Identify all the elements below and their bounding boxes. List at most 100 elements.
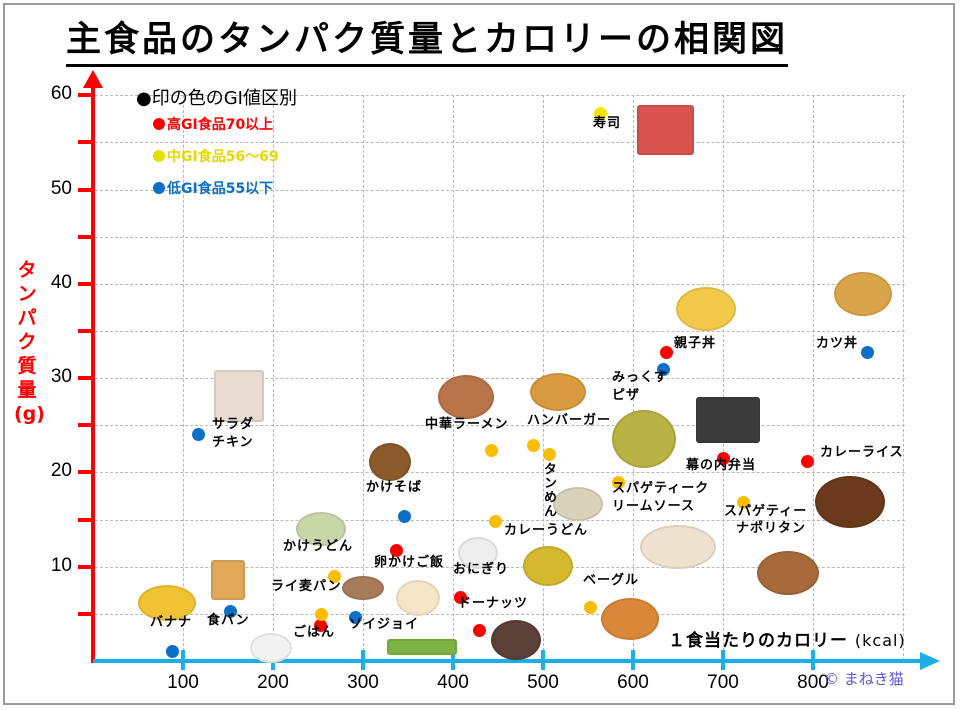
oyakodon-image xyxy=(676,287,736,331)
y-tick xyxy=(78,282,94,286)
x-tick xyxy=(631,650,635,670)
data-point-curry-udon xyxy=(489,515,502,528)
data-label: ベーグル xyxy=(583,573,640,588)
gridline-horizontal xyxy=(95,331,905,332)
data-point-rye-bread xyxy=(315,608,328,621)
data-label: 中華ラーメン xyxy=(425,417,509,432)
data-point-curry-rice xyxy=(801,455,814,468)
data-point-onigiri xyxy=(454,591,467,604)
x-tick-label: 700 xyxy=(707,672,739,693)
y-tick xyxy=(78,423,94,427)
data-label: 食パン xyxy=(207,613,250,628)
bagel-image xyxy=(601,598,659,640)
data-label: サラダ xyxy=(212,417,255,432)
soyjoy-image xyxy=(387,639,457,655)
data-label: 幕の内弁当 xyxy=(686,458,757,473)
y-tick xyxy=(78,140,94,144)
data-point-kake-soba xyxy=(398,510,411,523)
donuts-image xyxy=(491,620,541,660)
y-tick-label: 40 xyxy=(50,272,72,293)
gridline-horizontal xyxy=(95,95,905,96)
data-point-banana xyxy=(166,645,179,658)
y-tick-label: 60 xyxy=(50,83,72,104)
tanmen-image xyxy=(553,487,603,521)
data-point-sushi xyxy=(594,107,607,120)
data-point-oyakodon xyxy=(660,346,673,359)
gridline-vertical xyxy=(183,95,184,661)
legend-item-label: 中GI食品56～69 xyxy=(167,149,279,165)
gridline-vertical xyxy=(633,95,634,661)
x-tick xyxy=(181,650,185,670)
banana-image xyxy=(138,585,196,621)
data-label: 寿司 xyxy=(593,116,622,131)
data-label: タンめん xyxy=(541,462,556,518)
data-label: ナポリタン xyxy=(736,521,807,536)
x-tick-label: 100 xyxy=(167,672,199,693)
gridline-vertical xyxy=(723,95,724,661)
legend-item-label: 低GI食品55以下 xyxy=(167,181,274,197)
curry-udon-image xyxy=(523,546,573,586)
gridline-horizontal xyxy=(95,614,905,615)
data-point-hamburger xyxy=(527,439,540,452)
kake-udon-image xyxy=(296,512,346,546)
data-point-katsudon xyxy=(861,346,874,359)
data-point-mix-pizza xyxy=(657,363,670,376)
data-label: おにぎり xyxy=(453,562,510,577)
sushi-image xyxy=(637,105,694,155)
data-point-kake-udon xyxy=(328,570,341,583)
y-tick-label: 50 xyxy=(50,178,72,199)
data-label: バナナ xyxy=(150,615,193,630)
data-label: スパゲティーク xyxy=(612,481,710,496)
data-point-tamago-kake-gohan xyxy=(390,544,403,557)
legend-dot-icon xyxy=(153,118,165,130)
onigiri-image xyxy=(458,537,498,569)
data-point-bagel xyxy=(584,601,597,614)
data-label: チキン xyxy=(212,435,254,450)
gridline-horizontal xyxy=(95,190,905,191)
pizza-image xyxy=(612,410,676,468)
ramen-image xyxy=(438,375,494,419)
gridline-vertical xyxy=(903,95,904,661)
data-label: ソイジョイ xyxy=(349,617,420,632)
y-tick-label: 10 xyxy=(50,555,72,576)
gridline-horizontal xyxy=(95,237,905,238)
data-label: リームソース xyxy=(612,499,695,514)
data-label: カレーライス xyxy=(820,445,904,460)
data-label: 卵かけご飯 xyxy=(374,555,445,570)
x-tick-label: 200 xyxy=(257,672,289,693)
data-point-donuts xyxy=(473,624,486,637)
legend-item: 中GI食品56～69 xyxy=(153,146,279,166)
data-label: みっくす xyxy=(612,370,669,385)
y-tick xyxy=(78,565,94,569)
data-point-soyjoy xyxy=(349,611,362,624)
y-axis xyxy=(91,84,95,663)
data-label: 親子丼 xyxy=(674,336,717,351)
rice-bowl-image xyxy=(250,633,292,663)
data-label: ごはん xyxy=(293,625,336,640)
legend-item: 低GI食品55以下 xyxy=(153,178,273,198)
x-tick xyxy=(811,650,815,670)
hamburger-image xyxy=(530,373,586,411)
gridline-horizontal xyxy=(95,142,905,143)
y-axis-arrow-icon xyxy=(83,70,103,88)
napolitan-image xyxy=(757,551,819,595)
x-tick-label: 800 xyxy=(797,672,829,693)
data-label: カツ丼 xyxy=(816,336,859,351)
copyright: © まねき猫 xyxy=(824,670,904,688)
gridline-vertical xyxy=(363,95,364,661)
data-point-spaghetti-cream xyxy=(612,476,625,489)
data-point-salad-chicken xyxy=(192,428,205,441)
bento-image xyxy=(696,397,760,443)
y-axis-title: タンパク質量(g) xyxy=(14,259,45,425)
x-tick xyxy=(541,650,545,670)
curry-rice-image xyxy=(815,476,885,528)
y-tick xyxy=(78,470,94,474)
x-tick-label: 400 xyxy=(437,672,469,693)
page-title: 主食品のタンパク質量とカロリーの相関図 xyxy=(66,18,789,67)
y-tick xyxy=(78,612,94,616)
y-tick-label: 20 xyxy=(50,460,72,481)
gridline-horizontal xyxy=(95,378,905,379)
x-tick xyxy=(721,650,725,670)
y-tick-label: 30 xyxy=(50,366,72,387)
